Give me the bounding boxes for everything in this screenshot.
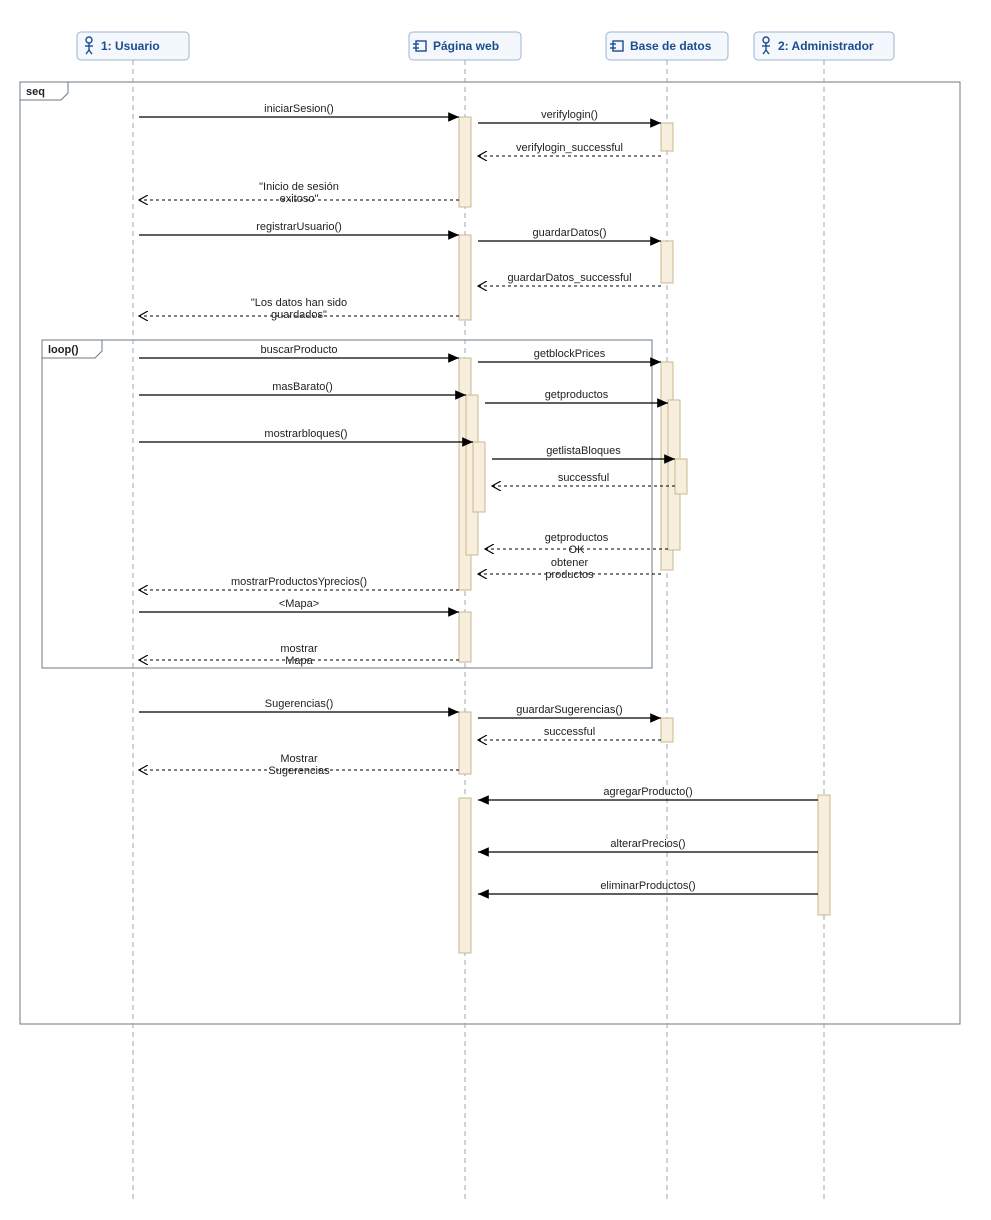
activation [459,612,471,662]
participant-p0: 1: Usuario [77,32,189,60]
svg-text:successful: successful [544,726,595,738]
svg-text:exitoso": exitoso" [280,193,319,205]
activation [459,117,471,207]
svg-text:guardarDatos_successful: guardarDatos_successful [507,272,631,284]
svg-text:eliminarProductos(): eliminarProductos() [600,880,695,892]
svg-text:guardarSugerencias(): guardarSugerencias() [516,704,622,716]
svg-text:mostrar: mostrar [280,643,318,655]
activation [818,795,830,915]
svg-text:verifylogin_successful: verifylogin_successful [516,142,623,154]
svg-text:mostrarProductosYprecios(): mostrarProductosYprecios() [231,576,367,588]
activation [661,241,673,283]
svg-text:getlistaBloques: getlistaBloques [546,445,621,457]
activation [459,798,471,953]
svg-text:seq: seq [26,86,45,98]
svg-text:verifylogin(): verifylogin() [541,109,598,121]
participant-p1: Página web [409,32,521,60]
activation [459,712,471,774]
svg-text:buscarProducto: buscarProducto [260,344,337,356]
svg-text:agregarProducto(): agregarProducto() [603,786,692,798]
svg-text:1: Usuario: 1: Usuario [101,39,160,53]
svg-text:productos: productos [545,569,594,581]
svg-text:guardarDatos(): guardarDatos() [533,227,607,239]
activation [675,459,687,494]
participant-p2: Base de datos [606,32,728,60]
svg-text:Sugerencias: Sugerencias [268,765,330,777]
svg-text:guardados": guardados" [271,309,327,321]
activation [473,442,485,512]
activation [661,718,673,742]
activation [661,123,673,151]
svg-text:Base de datos: Base de datos [630,39,712,53]
svg-text:<Mapa>: <Mapa> [279,598,319,610]
svg-text:registrarUsuario(): registrarUsuario() [256,221,342,233]
participant-p3: 2: Administrador [754,32,894,60]
svg-text:Sugerencias(): Sugerencias() [265,698,333,710]
activation [459,235,471,320]
svg-text:getproductos: getproductos [545,389,609,401]
svg-text:"Inicio de sesión: "Inicio de sesión [259,181,339,193]
svg-text:Mapa: Mapa [285,655,313,667]
svg-text:getproductos: getproductos [545,532,609,544]
svg-text:masBarato(): masBarato() [272,381,333,393]
svg-text:loop(): loop() [48,344,79,356]
svg-text:OK: OK [569,544,586,556]
svg-text:"Los datos han sido: "Los datos han sido [251,297,347,309]
svg-text:2: Administrador: 2: Administrador [778,39,874,53]
svg-text:Mostrar: Mostrar [280,753,318,765]
svg-text:alterarPrecios(): alterarPrecios() [610,838,685,850]
svg-text:obtener: obtener [551,557,589,569]
svg-text:successful: successful [558,472,609,484]
svg-text:Página web: Página web [433,39,499,53]
svg-text:getblockPrices: getblockPrices [534,348,606,360]
svg-text:mostrarbloques(): mostrarbloques() [264,428,347,440]
svg-text:iniciarSesion(): iniciarSesion() [264,103,334,115]
